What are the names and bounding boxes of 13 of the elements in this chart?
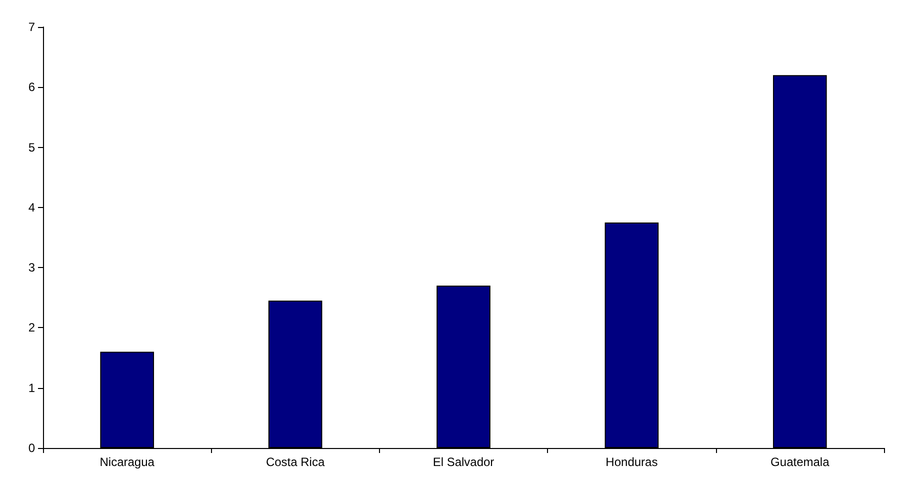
y-tick-label: 4 bbox=[28, 200, 36, 214]
y-tick-label: 6 bbox=[28, 80, 36, 94]
x-tick-label: Costa Rica bbox=[266, 455, 325, 469]
y-tick-label: 0 bbox=[28, 441, 36, 455]
y-tick-label: 2 bbox=[28, 320, 36, 335]
x-tick-label: El Salvador bbox=[432, 455, 494, 469]
x-tick-label: Honduras bbox=[606, 455, 658, 469]
y-tick-label: 1 bbox=[28, 380, 36, 395]
x-tick-label: Guatemala bbox=[770, 455, 830, 469]
y-tick-label: 7 bbox=[28, 20, 36, 34]
y-tick-label: 5 bbox=[28, 140, 36, 154]
x-tick-label: Nicaragua bbox=[100, 455, 155, 469]
y-tick-label: 3 bbox=[28, 260, 36, 275]
